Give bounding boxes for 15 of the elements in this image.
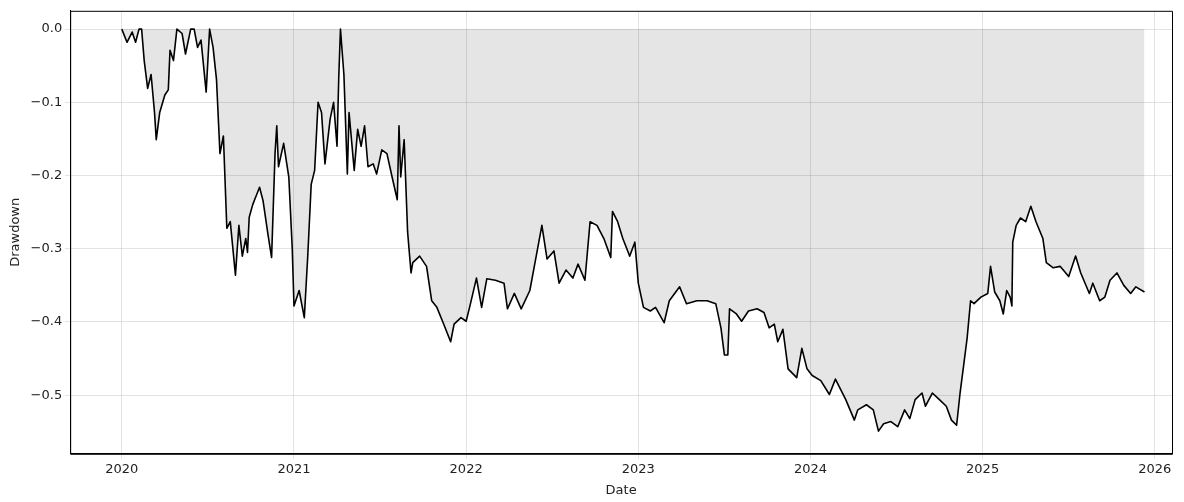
y-axis-title: Drawdown [7,197,23,267]
x-tick-label: 2023 [621,460,655,476]
x-axis-title: Date [605,481,637,497]
y-tick-label: −0.5 [30,386,63,402]
x-tick-label: 2022 [449,460,483,476]
y-tick-label: −0.4 [30,313,63,329]
x-tick-label: 2021 [277,460,311,476]
x-tick-label: 2020 [105,460,139,476]
y-tick-label: −0.1 [30,93,63,109]
x-tick-label: 2024 [793,460,828,476]
y-tick-label: −0.3 [30,240,63,256]
x-tick-label: 2026 [1138,460,1172,476]
x-tick-label: 2025 [966,460,1000,476]
y-tick-label: 0.0 [41,20,63,36]
y-tick-label: −0.2 [30,166,63,182]
